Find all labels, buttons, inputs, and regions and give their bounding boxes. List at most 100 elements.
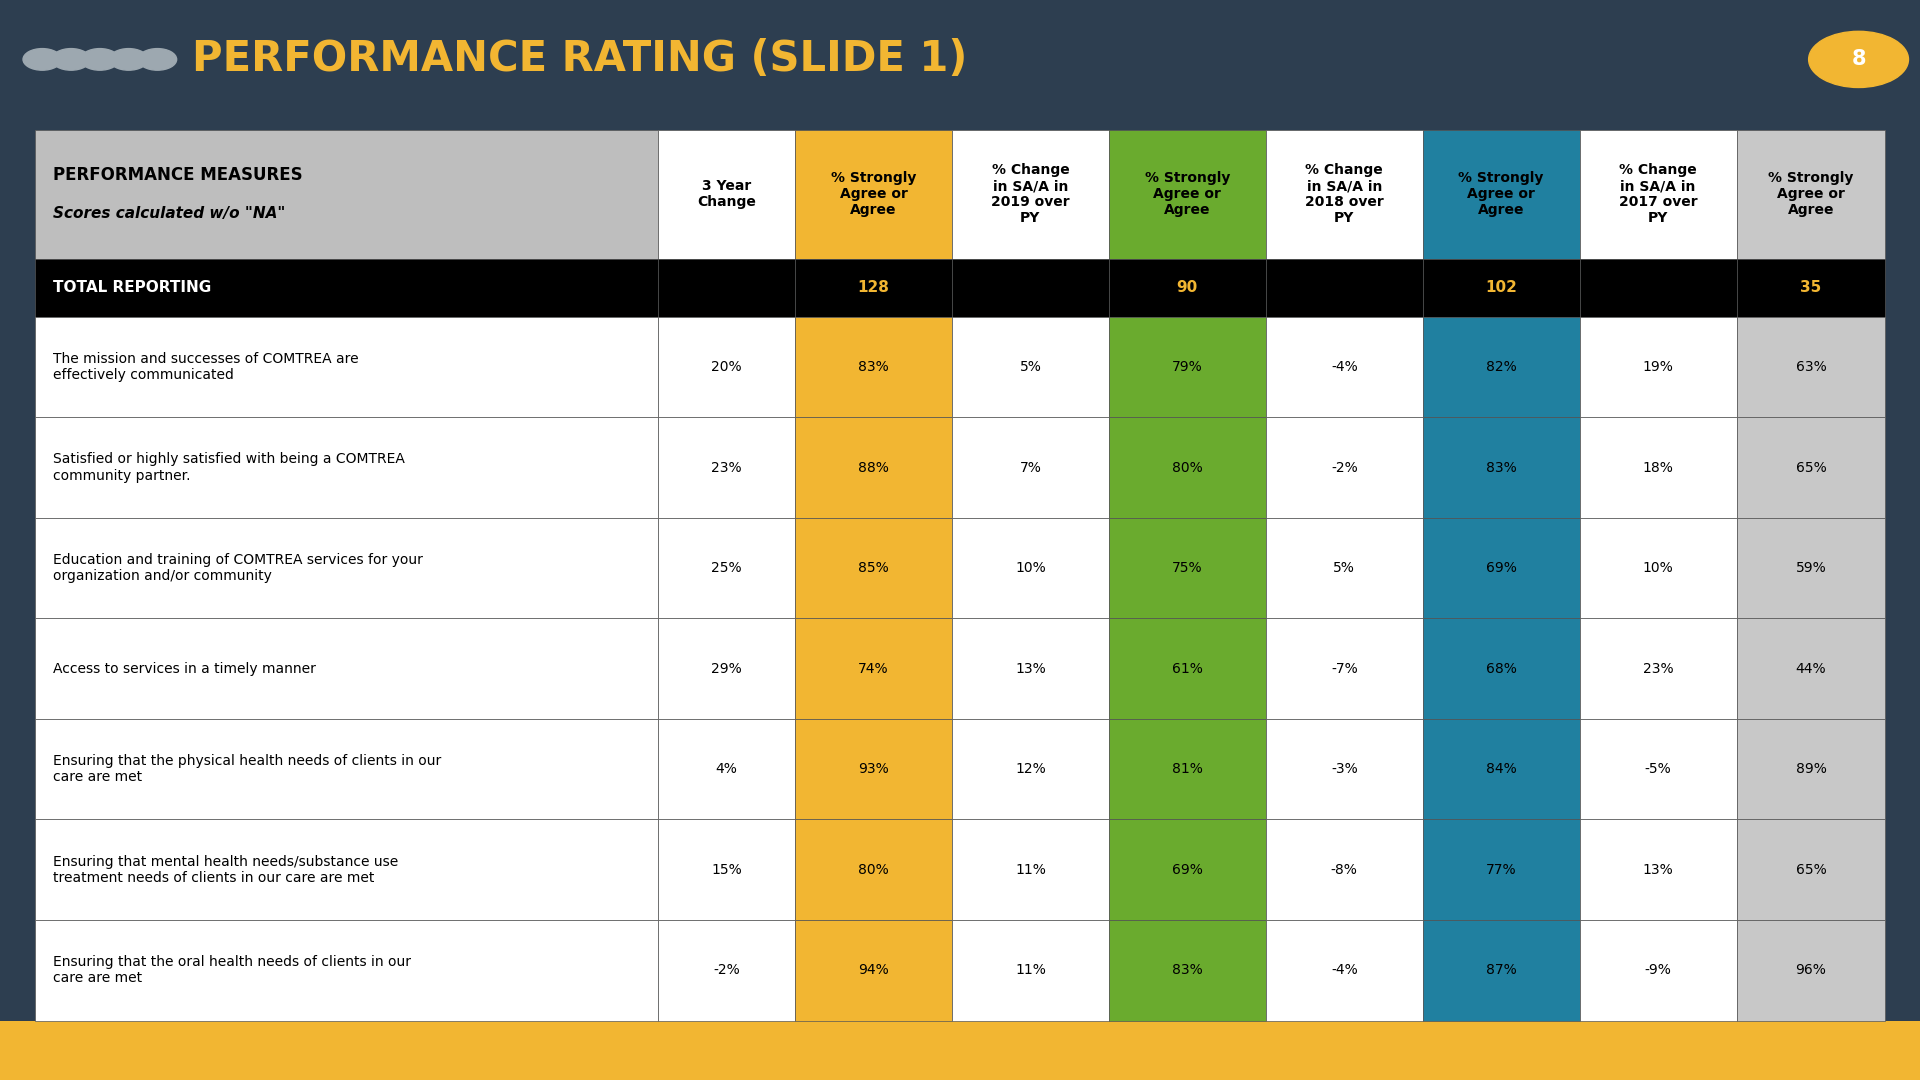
Text: 11%: 11% (1016, 863, 1046, 877)
Text: 82%: 82% (1486, 360, 1517, 374)
Bar (1265, 719, 1423, 820)
Text: 10%: 10% (1016, 562, 1046, 575)
Text: % Change
in SA/A in
2019 over
PY: % Change in SA/A in 2019 over PY (991, 163, 1069, 226)
Text: -8%: -8% (1331, 863, 1357, 877)
Text: 8: 8 (1851, 50, 1866, 69)
Bar (1736, 920, 1885, 1021)
Bar (1423, 719, 1580, 820)
Bar (952, 619, 1110, 719)
Bar (659, 920, 795, 1021)
Bar (1110, 130, 1265, 259)
Bar (952, 316, 1110, 417)
Bar (795, 259, 952, 316)
Bar (1110, 820, 1265, 920)
Text: % Strongly
Agree or
Agree: % Strongly Agree or Agree (1768, 171, 1853, 217)
Circle shape (109, 49, 148, 70)
Text: 80%: 80% (858, 863, 889, 877)
Bar (35, 719, 659, 820)
Text: -5%: -5% (1645, 762, 1672, 777)
Bar (1736, 316, 1885, 417)
Circle shape (52, 49, 90, 70)
Text: 3 Year
Change: 3 Year Change (697, 179, 756, 210)
Text: 94%: 94% (858, 963, 889, 977)
Bar (659, 619, 795, 719)
Text: 35: 35 (1801, 280, 1822, 295)
Text: 69%: 69% (1171, 863, 1202, 877)
Bar (35, 417, 659, 517)
Bar (659, 417, 795, 517)
Text: -3%: -3% (1331, 762, 1357, 777)
Text: The mission and successes of COMTREA are
effectively communicated: The mission and successes of COMTREA are… (54, 352, 359, 382)
Text: -4%: -4% (1331, 963, 1357, 977)
Bar (795, 820, 952, 920)
Bar (35, 316, 659, 417)
Text: TOTAL REPORTING: TOTAL REPORTING (54, 280, 211, 295)
Bar (35, 920, 659, 1021)
Bar (1736, 417, 1885, 517)
Bar (1110, 619, 1265, 719)
Text: 5%: 5% (1332, 562, 1356, 575)
Bar (659, 259, 795, 316)
Text: Ensuring that the physical health needs of clients in our
care are met: Ensuring that the physical health needs … (54, 754, 442, 784)
Bar (1265, 920, 1423, 1021)
Bar (1580, 619, 1736, 719)
Circle shape (81, 49, 119, 70)
Text: 89%: 89% (1795, 762, 1826, 777)
Text: % Strongly
Agree or
Agree: % Strongly Agree or Agree (1144, 171, 1231, 217)
Text: 79%: 79% (1171, 360, 1202, 374)
Bar (1265, 619, 1423, 719)
Bar (1423, 920, 1580, 1021)
Text: 83%: 83% (1486, 460, 1517, 474)
Text: 87%: 87% (1486, 963, 1517, 977)
Text: Scores calculated w/o "NA": Scores calculated w/o "NA" (54, 206, 286, 221)
Text: 23%: 23% (1644, 662, 1674, 676)
Bar (1265, 417, 1423, 517)
Text: 61%: 61% (1171, 662, 1202, 676)
Text: 4%: 4% (716, 762, 737, 777)
Circle shape (1809, 31, 1908, 87)
Text: % Strongly
Agree or
Agree: % Strongly Agree or Agree (1459, 171, 1544, 217)
Text: 15%: 15% (710, 863, 741, 877)
Bar (1736, 719, 1885, 820)
Bar (1110, 316, 1265, 417)
Text: 7%: 7% (1020, 460, 1041, 474)
Bar (795, 619, 952, 719)
Bar (952, 820, 1110, 920)
Text: 84%: 84% (1486, 762, 1517, 777)
Bar (1265, 820, 1423, 920)
Text: 96%: 96% (1795, 963, 1826, 977)
Bar (659, 316, 795, 417)
Text: 80%: 80% (1171, 460, 1202, 474)
Bar (0, 1021, 1920, 1080)
Bar (35, 130, 659, 259)
Bar (1423, 619, 1580, 719)
Text: 20%: 20% (710, 360, 741, 374)
Bar (795, 316, 952, 417)
Bar (1736, 130, 1885, 259)
Bar (1423, 820, 1580, 920)
Text: 69%: 69% (1486, 562, 1517, 575)
Text: Ensuring that mental health needs/substance use
treatment needs of clients in ou: Ensuring that mental health needs/substa… (54, 854, 399, 885)
Bar (952, 920, 1110, 1021)
Bar (35, 619, 659, 719)
Text: -9%: -9% (1645, 963, 1672, 977)
Text: Access to services in a timely manner: Access to services in a timely manner (54, 662, 317, 676)
Bar (1580, 719, 1736, 820)
Bar (952, 417, 1110, 517)
Bar (1580, 517, 1736, 619)
Text: 83%: 83% (1171, 963, 1202, 977)
Text: 77%: 77% (1486, 863, 1517, 877)
Bar (659, 719, 795, 820)
Text: 90: 90 (1177, 280, 1198, 295)
Bar (659, 820, 795, 920)
Text: 11%: 11% (1016, 963, 1046, 977)
Bar (952, 517, 1110, 619)
Bar (1580, 130, 1736, 259)
Bar (1736, 517, 1885, 619)
Bar (1736, 619, 1885, 719)
Bar (952, 259, 1110, 316)
Text: -4%: -4% (1331, 360, 1357, 374)
Bar (35, 517, 659, 619)
Text: 81%: 81% (1171, 762, 1202, 777)
Bar (1423, 517, 1580, 619)
